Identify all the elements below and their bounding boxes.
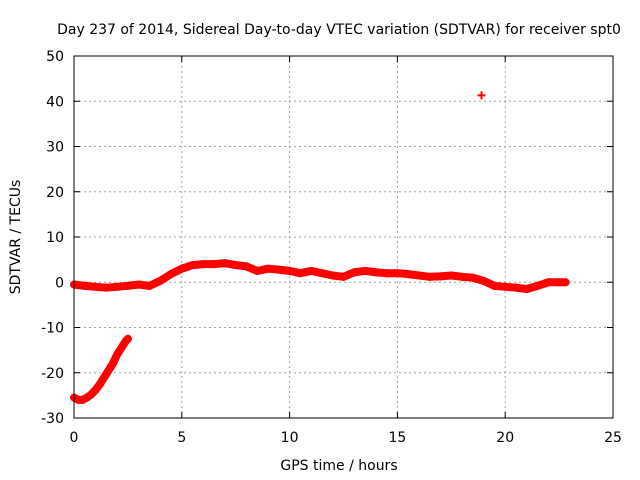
data-point — [501, 282, 510, 291]
data-point — [490, 281, 499, 290]
tick-labels: 0 5 10 15 20 25 -30 -20 -10 0 10 20 30 40 50 — [41, 49, 622, 446]
data-point — [220, 259, 229, 268]
data-point — [350, 268, 359, 277]
data-point — [156, 276, 165, 285]
data-point — [134, 280, 143, 289]
data-point — [100, 373, 109, 382]
data-point — [285, 266, 294, 275]
x-tick-label: 0 — [70, 430, 79, 446]
y-axis-label: SDTVAR / TECUs — [8, 180, 24, 295]
data-point — [371, 268, 380, 277]
data-point — [468, 273, 477, 282]
data-points — [70, 91, 570, 404]
data-point — [231, 261, 240, 270]
data-point — [91, 282, 100, 291]
data-point — [404, 270, 413, 279]
data-point — [296, 269, 305, 278]
y-tick-label: -10 — [41, 321, 64, 337]
y-tick-label: 10 — [46, 230, 64, 246]
chart-title: Day 237 of 2014, Sidereal Day-to-day VTE… — [57, 22, 621, 38]
data-point — [339, 272, 348, 281]
data-point — [80, 281, 89, 290]
data-point — [82, 393, 91, 402]
data-point — [113, 282, 122, 291]
data-point — [561, 278, 570, 287]
data-point — [533, 281, 542, 290]
data-point — [199, 260, 208, 269]
data-point — [102, 283, 111, 292]
data-point — [317, 269, 326, 278]
data-point — [108, 359, 117, 368]
data-point — [307, 266, 316, 275]
data-point — [242, 262, 251, 271]
data-point — [188, 261, 197, 270]
x-tick-label: 5 — [177, 430, 186, 446]
data-point — [210, 260, 219, 269]
data-point — [361, 266, 370, 275]
data-point — [522, 285, 531, 294]
data-point — [95, 380, 104, 389]
data-point — [104, 366, 113, 375]
data-point — [382, 269, 391, 278]
data-point — [117, 343, 126, 352]
data-point — [328, 271, 337, 280]
data-point — [123, 281, 132, 290]
x-tick-label: 25 — [604, 430, 622, 446]
grid-lines — [74, 56, 613, 418]
data-point — [479, 276, 488, 285]
plot-frame — [73, 55, 614, 419]
series-outlier — [477, 91, 486, 100]
data-point — [177, 264, 186, 273]
y-tick-label: -30 — [41, 411, 64, 427]
y-tick-label: 40 — [46, 94, 64, 110]
y-tick-label: 50 — [46, 49, 64, 65]
data-point — [477, 91, 486, 100]
data-point — [393, 269, 402, 278]
data-point — [145, 281, 154, 290]
data-point — [436, 272, 445, 281]
data-point — [78, 395, 87, 404]
data-point — [123, 334, 132, 343]
data-point — [167, 270, 176, 279]
data-point — [414, 271, 423, 280]
x-axis-label: GPS time / hours — [280, 458, 397, 474]
data-point — [253, 266, 262, 275]
x-tick-label: 15 — [388, 430, 406, 446]
x-tick-label: 20 — [496, 430, 514, 446]
x-tick-label: 10 — [281, 430, 299, 446]
data-point — [264, 264, 273, 273]
data-point — [87, 390, 96, 399]
data-point — [511, 283, 520, 292]
series-main-band — [70, 259, 570, 294]
series-initial-convergence — [70, 334, 132, 404]
data-point — [113, 350, 122, 359]
y-tick-label: 0 — [55, 275, 64, 291]
y-tick-label: -20 — [41, 366, 64, 382]
data-point — [425, 272, 434, 281]
data-point — [274, 265, 283, 274]
data-point — [447, 271, 456, 280]
y-tick-label: 30 — [46, 140, 64, 156]
data-point — [91, 385, 100, 394]
data-point — [458, 272, 467, 281]
data-point — [544, 278, 553, 287]
y-tick-label: 20 — [46, 185, 64, 201]
